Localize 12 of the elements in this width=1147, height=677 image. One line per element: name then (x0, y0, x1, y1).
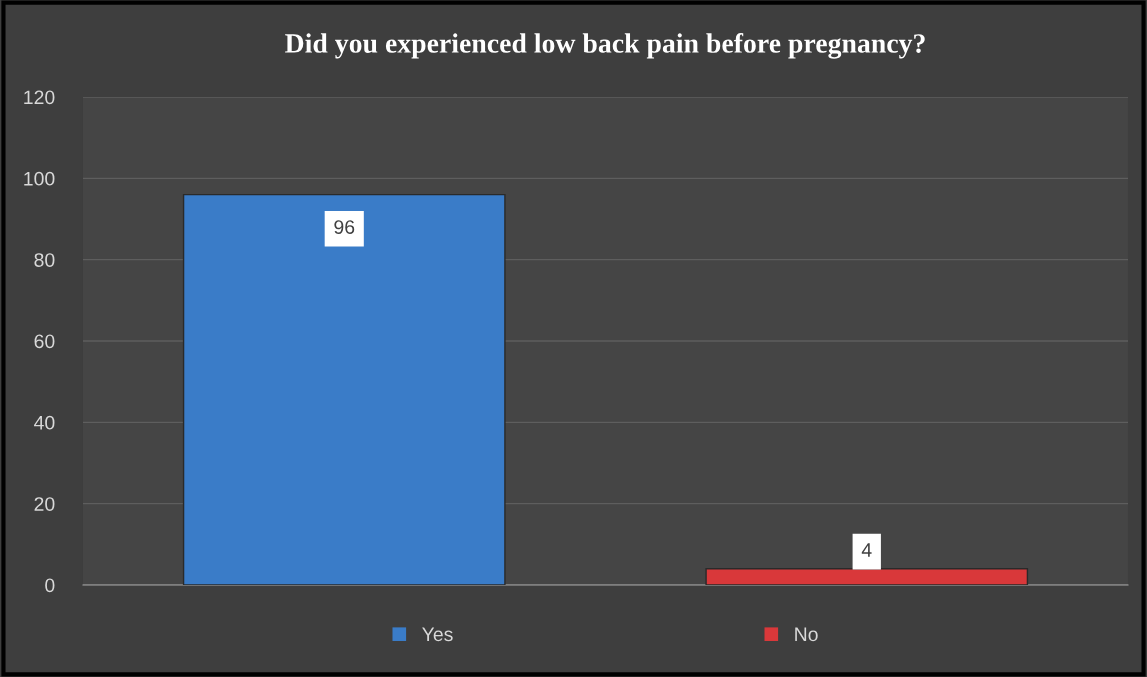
data-label: 96 (334, 220, 355, 234)
y-tick-label: 20 (34, 497, 55, 511)
y-tick-label: 60 (34, 334, 55, 349)
data-label: 4 (861, 543, 872, 557)
y-tick-label: 80 (34, 253, 55, 267)
y-tick-label: 120 (24, 90, 55, 105)
legend-label: No (795, 627, 818, 642)
chart-title: Did you experienced low back pain before pregnancy? (285, 33, 925, 59)
y-tick-label: 40 (34, 415, 55, 430)
legend-label: Yes (422, 627, 453, 642)
y-tick-label: 0 (45, 578, 55, 593)
y-tick-label: 100 (24, 171, 55, 186)
